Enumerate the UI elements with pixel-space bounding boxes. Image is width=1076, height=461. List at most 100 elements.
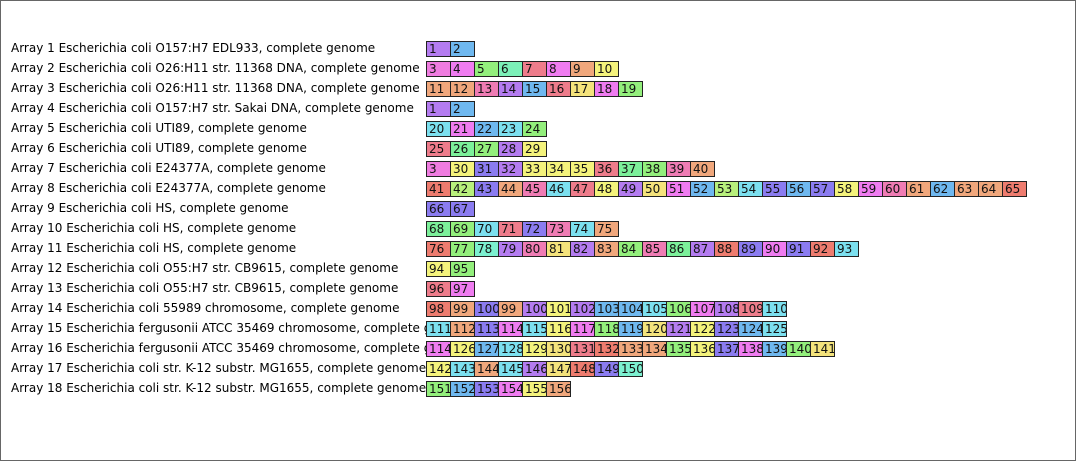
spacer-cell: 76 bbox=[426, 241, 451, 257]
spacer-cell: 40 bbox=[690, 161, 715, 177]
spacer-cell: 47 bbox=[570, 181, 595, 197]
spacer-cell: 151 bbox=[426, 381, 451, 397]
array-row: Array 18 Escherichia coli str. K-12 subs… bbox=[1, 378, 1071, 398]
array-label: Array 10 Escherichia coli HS, complete g… bbox=[11, 221, 297, 235]
spacer-cell: 66 bbox=[426, 201, 451, 217]
spacer-cell: 126 bbox=[450, 341, 475, 357]
spacer-cell: 17 bbox=[570, 81, 595, 97]
array-row: Array 1 Escherichia coli O157:H7 EDL933,… bbox=[1, 38, 1071, 58]
spacer-cell: 112 bbox=[450, 321, 475, 337]
spacer-cell: 113 bbox=[474, 321, 499, 337]
spacer-cell: 26 bbox=[450, 141, 475, 157]
array-row: Array 12 Escherichia coli O55:H7 str. CB… bbox=[1, 258, 1071, 278]
spacer-cell: 114 bbox=[498, 321, 523, 337]
spacer-list: 94 95 bbox=[426, 261, 475, 277]
spacer-cell: 109 bbox=[738, 301, 763, 317]
spacer-cell: 135 bbox=[666, 341, 691, 357]
spacer-cell: 122 bbox=[690, 321, 715, 337]
spacer-cell: 74 bbox=[570, 221, 595, 237]
spacer-cell: 111 bbox=[426, 321, 451, 337]
spacer-cell: 117 bbox=[570, 321, 595, 337]
array-row: Array 4 Escherichia coli O157:H7 str. Sa… bbox=[1, 98, 1071, 118]
spacer-cell: 136 bbox=[690, 341, 715, 357]
spacer-list: 98 99 100 99 100 101 102 103 104 105 106 107 108 109 1… bbox=[426, 301, 787, 317]
spacer-cell: 27 bbox=[474, 141, 499, 157]
spacer-cell: 86 bbox=[666, 241, 691, 257]
spacer-cell: 54 bbox=[738, 181, 763, 197]
spacer-cell: 20 bbox=[426, 121, 451, 137]
array-row: Array 17 Escherichia coli str. K-12 subs… bbox=[1, 358, 1071, 378]
spacer-cell: 64 bbox=[978, 181, 1003, 197]
spacer-cell: 2 bbox=[450, 41, 475, 57]
spacer-cell: 105 bbox=[642, 301, 667, 317]
spacer-cell: 11 bbox=[426, 81, 451, 97]
spacer-cell: 5 bbox=[474, 61, 499, 77]
spacer-cell: 132 bbox=[594, 341, 619, 357]
spacer-list: 96 97 bbox=[426, 281, 475, 297]
array-row: Array 6 Escherichia coli UTI89, complete… bbox=[1, 138, 1071, 158]
spacer-list: 68 69 70 71 72 73 74 75 bbox=[426, 221, 619, 237]
spacer-cell: 138 bbox=[738, 341, 763, 357]
array-label: Array 12 Escherichia coli O55:H7 str. CB… bbox=[11, 261, 399, 275]
spacer-cell: 152 bbox=[450, 381, 475, 397]
array-label: Array 1 Escherichia coli O157:H7 EDL933,… bbox=[11, 41, 376, 55]
array-row: Array 13 Escherichia coli O55:H7 str. CB… bbox=[1, 278, 1071, 298]
spacer-cell: 52 bbox=[690, 181, 715, 197]
spacer-cell: 106 bbox=[666, 301, 691, 317]
spacer-list: 25 26 27 28 29 bbox=[426, 141, 547, 157]
array-row: Array 10 Escherichia coli HS, complete g… bbox=[1, 218, 1071, 238]
spacer-list: 76 77 78 79 80 81 82 83 84 85 86 87 88 89 90 91 92 93 bbox=[426, 241, 859, 257]
spacer-cell: 92 bbox=[810, 241, 835, 257]
spacer-cell: 25 bbox=[426, 141, 451, 157]
array-label: Array 6 Escherichia coli UTI89, complete… bbox=[11, 141, 307, 155]
spacer-cell: 145 bbox=[498, 361, 523, 377]
spacer-cell: 99 bbox=[498, 301, 523, 317]
spacer-cell: 119 bbox=[618, 321, 643, 337]
spacer-cell: 34 bbox=[546, 161, 571, 177]
spacer-cell: 36 bbox=[594, 161, 619, 177]
array-label: Array 3 Escherichia coli O26:H11 str. 11… bbox=[11, 81, 420, 95]
spacer-cell: 100 bbox=[522, 301, 547, 317]
spacer-cell: 63 bbox=[954, 181, 979, 197]
spacer-cell: 39 bbox=[666, 161, 691, 177]
spacer-cell: 78 bbox=[474, 241, 499, 257]
spacer-cell: 114 bbox=[426, 341, 451, 357]
spacer-list: 3 4 5 6 7 8 9 10 bbox=[426, 61, 619, 77]
array-label: Array 4 Escherichia coli O157:H7 str. Sa… bbox=[11, 101, 414, 115]
spacer-cell: 4 bbox=[450, 61, 475, 77]
spacer-cell: 30 bbox=[450, 161, 475, 177]
spacer-cell: 90 bbox=[762, 241, 787, 257]
array-label: Array 15 Escherichia fergusonii ATCC 354… bbox=[11, 321, 473, 335]
array-row: Array 16 Escherichia fergusonii ATCC 354… bbox=[1, 338, 1071, 358]
spacer-list: 20 21 22 23 24 bbox=[426, 121, 547, 137]
spacer-cell: 43 bbox=[474, 181, 499, 197]
spacer-cell: 79 bbox=[498, 241, 523, 257]
spacer-cell: 121 bbox=[666, 321, 691, 337]
spacer-cell: 15 bbox=[522, 81, 547, 97]
spacer-list: 114 126 127 128 129 130 131 132 133 134 135 136 137 1… bbox=[426, 341, 835, 357]
spacer-cell: 1 bbox=[426, 41, 451, 57]
spacer-cell: 101 bbox=[546, 301, 571, 317]
spacer-cell: 51 bbox=[666, 181, 691, 197]
spacer-cell: 80 bbox=[522, 241, 547, 257]
spacer-cell: 139 bbox=[762, 341, 787, 357]
spacer-cell: 68 bbox=[426, 221, 451, 237]
spacer-cell: 62 bbox=[930, 181, 955, 197]
spacer-cell: 85 bbox=[642, 241, 667, 257]
spacer-cell: 38 bbox=[642, 161, 667, 177]
spacer-cell: 125 bbox=[762, 321, 787, 337]
spacer-cell: 102 bbox=[570, 301, 595, 317]
spacer-cell: 12 bbox=[450, 81, 475, 97]
array-label: Array 13 Escherichia coli O55:H7 str. CB… bbox=[11, 281, 399, 295]
spacer-cell: 82 bbox=[570, 241, 595, 257]
spacer-cell: 137 bbox=[714, 341, 739, 357]
array-row: Array 15 Escherichia fergusonii ATCC 354… bbox=[1, 318, 1071, 338]
spacer-cell: 88 bbox=[714, 241, 739, 257]
spacer-cell: 1 bbox=[426, 101, 451, 117]
spacer-cell: 116 bbox=[546, 321, 571, 337]
spacer-cell: 140 bbox=[786, 341, 811, 357]
spacer-list: 11 12 13 14 15 16 17 18 19 bbox=[426, 81, 643, 97]
spacer-cell: 133 bbox=[618, 341, 643, 357]
array-row: Array 2 Escherichia coli O26:H11 str. 11… bbox=[1, 58, 1071, 78]
